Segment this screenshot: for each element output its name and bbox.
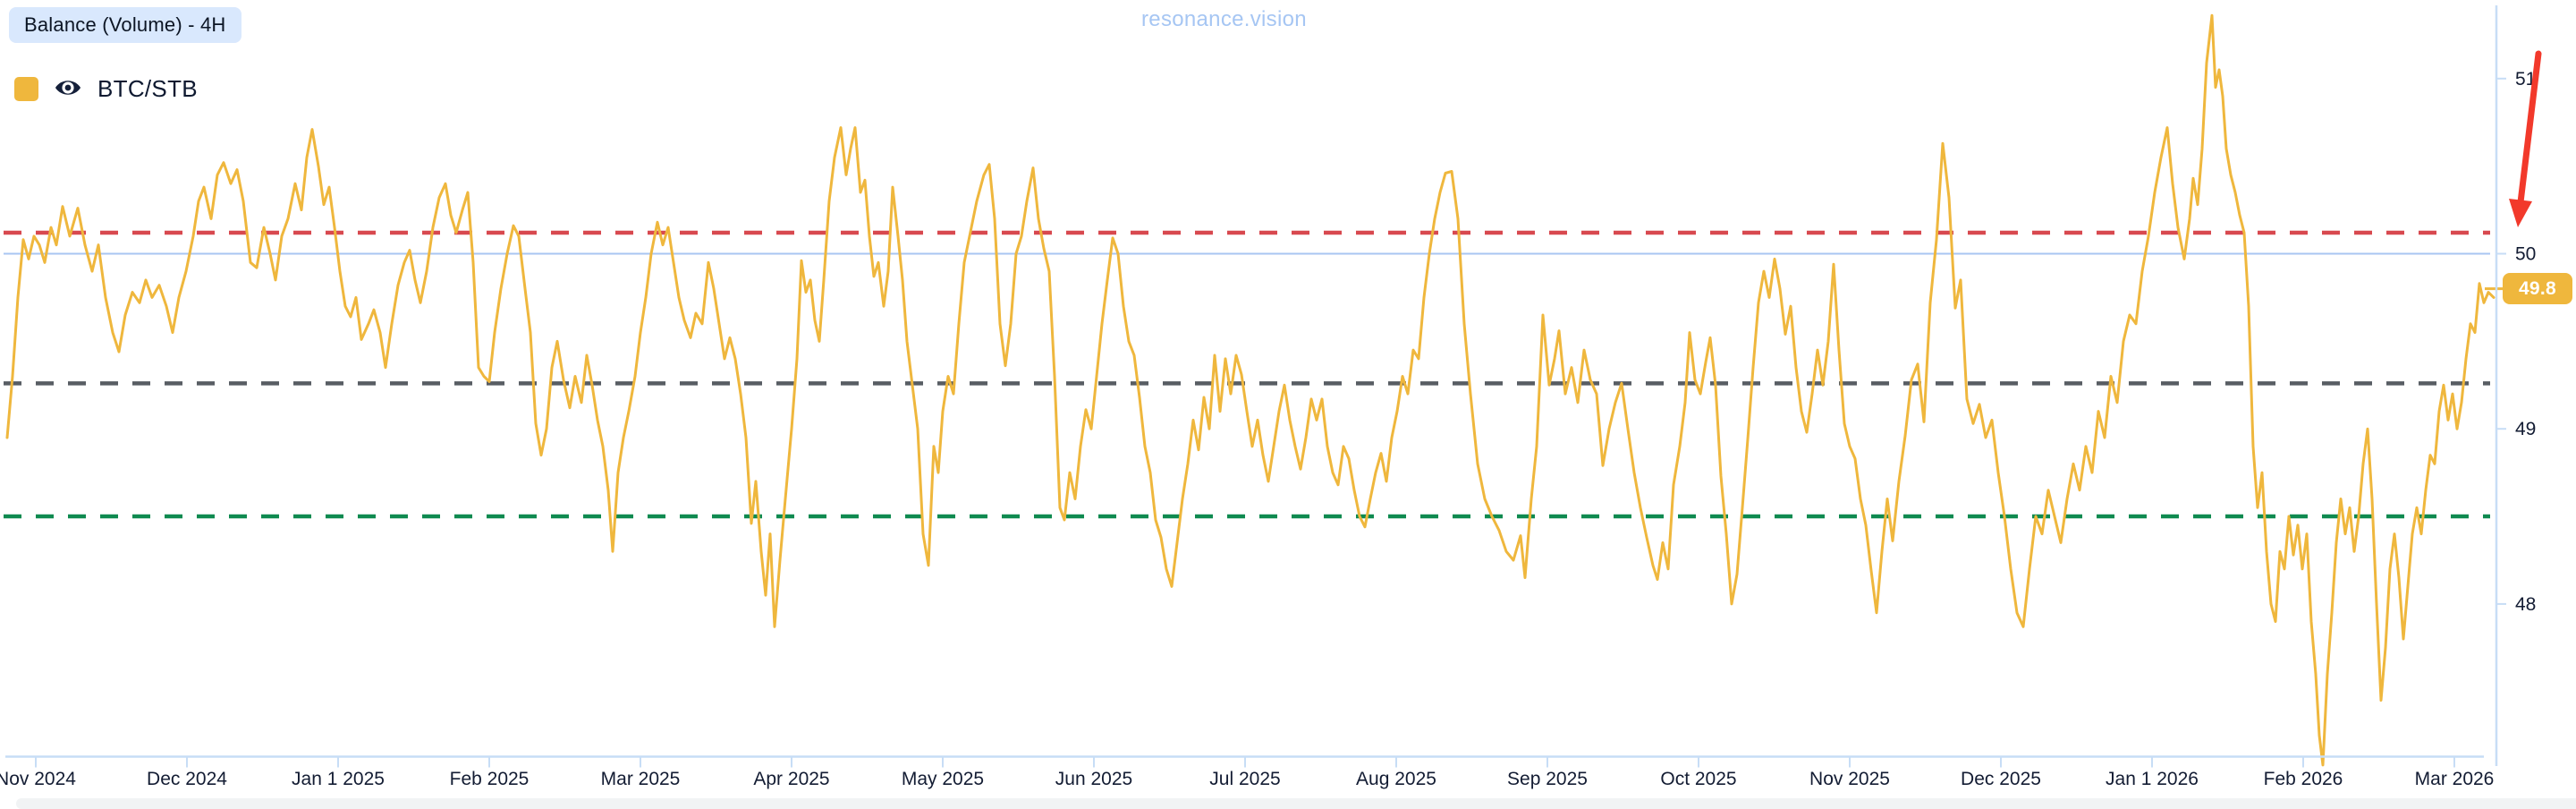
series-line-btc-stb <box>5 13 2496 767</box>
legend: BTC/STB <box>14 74 198 103</box>
last-price-badge: 49.8 <box>2503 273 2572 305</box>
x-tick-label: Feb 2025 <box>450 769 530 789</box>
x-tick-label: Oct 2025 <box>1660 769 1736 789</box>
eye-icon <box>53 74 83 104</box>
y-tick-label: 50 <box>2515 244 2536 265</box>
x-tick-label: Nov 2024 <box>0 769 76 789</box>
down-arrow-annotation-head <box>2509 199 2532 227</box>
x-tick-label: Sep 2025 <box>1507 769 1588 789</box>
series-color-swatch <box>14 76 38 101</box>
y-tick-label: 48 <box>2515 594 2536 615</box>
x-tick-label: May 2025 <box>902 769 984 789</box>
chart-title: Balance (Volume) - 4H <box>24 13 226 36</box>
x-tick-label: Aug 2025 <box>1356 769 1436 789</box>
series-label: BTC/STB <box>97 74 198 102</box>
down-arrow-annotation-shaft <box>2517 50 2542 206</box>
x-tick-label: Jan 1 2025 <box>292 769 385 789</box>
x-tick-label: Mar 2026 <box>2415 769 2495 789</box>
x-tick-label: Apr 2025 <box>753 769 829 789</box>
horizontal-scrollbar-track[interactable] <box>16 798 2576 809</box>
y-tick-label: 51 <box>2515 69 2536 89</box>
y-tick-label: 49 <box>2515 419 2536 439</box>
x-tick-label: Dec 2024 <box>147 769 227 789</box>
x-tick-label: Dec 2025 <box>1961 769 2041 789</box>
last-price-value: 49.8 <box>2518 277 2557 299</box>
x-tick-label: Jan 1 2026 <box>2106 769 2199 789</box>
chart-title-chip: Balance (Volume) - 4H <box>9 7 242 43</box>
x-tick-label: Mar 2025 <box>601 769 681 789</box>
x-tick-label: Jun 2025 <box>1055 769 1132 789</box>
x-tick-label: Feb 2026 <box>2264 769 2343 789</box>
toggle-series-visibility-button[interactable] <box>52 74 84 103</box>
x-tick-label: Nov 2025 <box>1809 769 1890 789</box>
watermark: resonance.vision <box>1141 7 1307 31</box>
x-tick-label: Jul 2025 <box>1209 769 1280 789</box>
